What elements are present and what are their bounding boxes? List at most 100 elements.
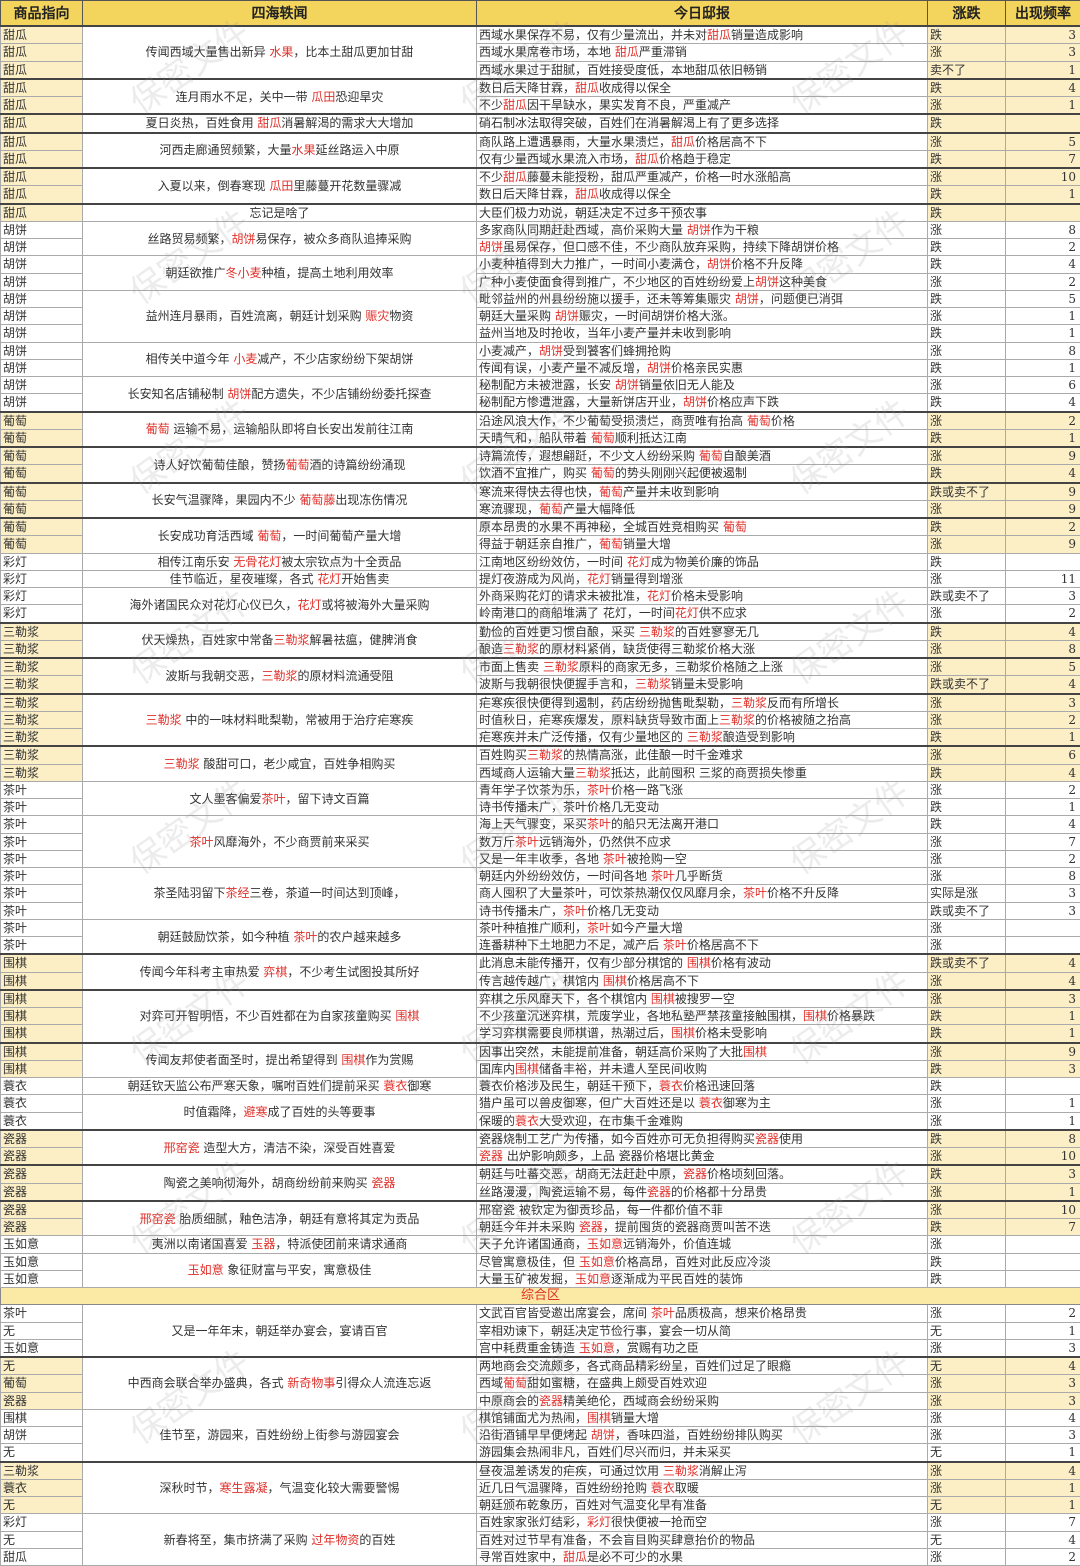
frequency-cell: 3 (1006, 26, 1080, 44)
highlight-keyword: 围棋 (803, 1009, 827, 1023)
table-row: 胡饼丝路贸易频繁，胡饼易保存，被众多商队追捧采购多家商队同期赶赴西域，高价采购大… (1, 221, 1080, 238)
news-cell: 商队路上遭遇暴雨，大量水果溃烂，甜瓜价格居高不下 (477, 133, 928, 151)
highlight-keyword: 胡饼 (479, 240, 503, 254)
trend-cell: 跌 (928, 239, 1006, 256)
frequency-cell: 3 (1006, 1165, 1080, 1183)
text-segment: 的百姓寥寥无几 (675, 625, 759, 639)
rumor-cell: 伏天燥热，百姓家中常备三勒浆解暑祛瘟，健脾消食 (83, 623, 477, 659)
highlight-keyword: 瓜田 (311, 90, 335, 104)
text-segment: 延丝路运入中原 (316, 143, 400, 157)
highlight-keyword: 三勒浆 (635, 677, 671, 691)
rumor-cell: 波斯与我朝交恶，三勒浆的原材料流通受阻 (83, 658, 477, 694)
text-segment: 的价格都十分昂贵 (671, 1185, 767, 1199)
highlight-keyword: 甜瓜 (575, 81, 599, 95)
highlight-keyword: 胡饼 (615, 378, 639, 392)
text-segment: 文武百官皆受邀出席宴会，席间 (479, 1306, 651, 1320)
rumor-cell: 传闻西域大量售出新异 水果，比本土甜瓜更加甘甜 (83, 26, 477, 79)
trend-cell: 跌 (928, 1078, 1006, 1095)
text-segment: 小麦减产， (479, 344, 539, 358)
trend-cell: 跌 (928, 204, 1006, 222)
trend-cell: 涨 (928, 1339, 1006, 1357)
item-cell: 茶叶 (1, 1305, 83, 1322)
text-segment: 疟寒疾并未广泛传播，仅有少量地区的 (479, 730, 687, 744)
trend-cell: 涨 (928, 868, 1006, 885)
item-cell: 三勒浆 (1, 694, 83, 712)
frequency-cell: 9 (1006, 1043, 1080, 1061)
text-segment: 的价格被随之抬高 (755, 713, 851, 727)
item-cell: 胡饼 (1, 221, 83, 238)
news-cell: 小麦减产，胡饼受到饕客们蜂拥抢购 (477, 342, 928, 359)
highlight-keyword: 小麦 (233, 352, 257, 366)
highlight-keyword: 瓷器 (539, 1394, 563, 1408)
trend-cell: 跌 (928, 359, 1006, 376)
news-cell: 得益于朝廷亲自推广，葡萄销量大增 (477, 536, 928, 553)
rumor-cell: 新春将至，集市挤满了采购 过年物资的百姓 (83, 1514, 477, 1566)
text-segment: 原本昂贵的水果不再神秘，全城百姓竞相购买 (479, 520, 723, 534)
trend-cell: 涨 (928, 1462, 1006, 1480)
item-cell: 无 (1, 1357, 83, 1375)
text-segment: 因事出突然，未能提前准备，朝廷高价采购了大批 (479, 1045, 743, 1059)
item-cell: 玉如意 (1, 1253, 83, 1270)
highlight-keyword: 茶叶 (293, 930, 317, 944)
trend-cell: 跌 (928, 1008, 1006, 1025)
highlight-keyword: 瓷器 (371, 1176, 395, 1190)
rumor-cell: 丝路贸易频繁，胡饼易保存，被众多商队追捧采购 (83, 221, 477, 256)
trend-cell: 涨 (928, 1409, 1006, 1426)
text-segment: 品质极高，想来价格昂贵 (675, 1306, 807, 1320)
trend-cell: 跌 (928, 1253, 1006, 1270)
table-row: 葡萄长安气温骤降，果园内不少 葡萄藤出现冻伤情况寒流来得快去得也快，葡萄产量并未… (1, 483, 1080, 501)
item-cell: 无 (1, 1444, 83, 1462)
table-row: 三勒浆波斯与我朝交恶，三勒浆的原材料流通受阻市面上售卖 三勒浆原料的商家无多，三… (1, 658, 1080, 676)
trend-cell: 跌 (928, 394, 1006, 412)
text-segment: 价格有波动 (711, 956, 771, 970)
frequency-cell: 4 (1006, 465, 1080, 483)
highlight-keyword: 葡萄 (503, 1376, 527, 1390)
text-segment: 价格居高不下 (627, 974, 699, 988)
text-segment: 寻常百姓家中， (479, 1550, 563, 1564)
item-cell: 葡萄 (1, 500, 83, 518)
item-cell: 葡萄 (1, 429, 83, 447)
highlight-keyword: 甜瓜 (575, 187, 599, 201)
highlight-keyword: 玉器 (251, 1237, 275, 1251)
rumor-cell: 传闻今年科考主审热爱 弈棋，不少考生试图投其所好 (83, 954, 477, 990)
highlight-keyword: 赈灾 (365, 309, 389, 323)
news-cell: 商人囤积了大量茶叶，可饮茶热潮仅仅风靡月余，茶叶价格不升反降 (477, 885, 928, 902)
item-cell: 甜瓜 (1, 150, 83, 168)
trend-cell: 跌 (928, 429, 1006, 447)
highlight-keyword: 邢窑瓷 (164, 1141, 200, 1155)
text-segment: 蓑衣价格涉及民生，朝廷干预下， (479, 1079, 659, 1093)
highlight-keyword: 胡饼 (555, 309, 579, 323)
frequency-cell: 1 (1006, 1025, 1080, 1043)
frequency-cell: 1 (1006, 1479, 1080, 1496)
text-segment: 岭南港口的商船堆满了 花灯，一时间 (479, 606, 675, 620)
text-segment: 佳节临近，星夜璀璨，各式 (170, 572, 318, 586)
text-segment: 消暑解渴的需求大大增加 (281, 116, 413, 130)
item-cell: 茶叶 (1, 937, 83, 955)
frequency-cell: 4 (1006, 394, 1080, 412)
item-cell: 甜瓜 (1, 61, 83, 79)
frequency-cell: 4 (1006, 623, 1080, 641)
highlight-keyword: 甜瓜 (503, 170, 527, 184)
item-cell: 甜瓜 (1, 97, 83, 115)
text-segment: 价格居高不下 (695, 135, 767, 149)
highlight-keyword: 甜瓜 (503, 98, 527, 112)
item-cell: 茶叶 (1, 885, 83, 902)
trend-cell: 无 (928, 1531, 1006, 1548)
highlight-keyword: 葡萄 (599, 485, 623, 499)
item-cell: 三勒浆 (1, 764, 83, 781)
rumor-cell: 诗人好饮葡萄佳酿，赞扬葡萄酒的诗篇纷纷涌现 (83, 447, 477, 483)
highlight-keyword: 茶叶 (587, 921, 611, 935)
text-segment: 河西走廊通贸频繁，大量 (159, 143, 291, 157)
item-cell: 瓷器 (1, 1219, 83, 1236)
highlight-keyword: 三勒浆 (687, 730, 723, 744)
text-segment: 价格趋于稳定 (659, 152, 731, 166)
text-segment: 秘制配方未被泄露，长安 (479, 378, 615, 392)
item-cell: 胡饼 (1, 342, 83, 359)
text-segment: 恐迎旱灾 (335, 90, 383, 104)
item-cell: 胡饼 (1, 273, 83, 290)
news-cell: 茶叶种植推广顺利，茶叶如今产量大增 (477, 919, 928, 936)
text-segment: 引得众人流连忘返 (335, 1376, 431, 1390)
item-cell: 葡萄 (1, 518, 83, 536)
